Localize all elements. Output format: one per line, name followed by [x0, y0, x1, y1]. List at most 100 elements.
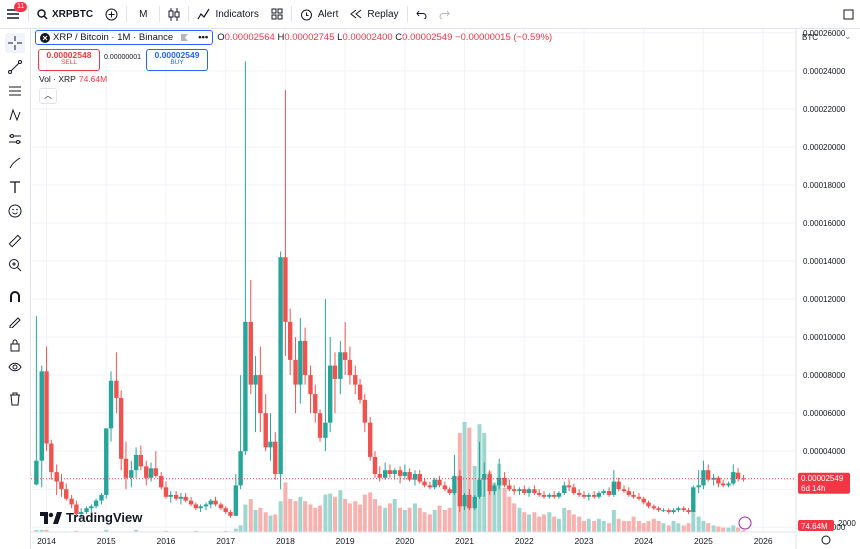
candle-body [93, 500, 99, 507]
volume-bar [417, 507, 422, 532]
more-options-icon[interactable]: ••• [198, 32, 209, 43]
alert-button[interactable]: Alert [294, 0, 345, 28]
sell-button[interactable]: 0.00002548 SELL [38, 49, 100, 71]
zoom-in-icon[interactable] [5, 255, 25, 275]
compare-button[interactable] [99, 0, 124, 28]
candle-body [716, 477, 721, 484]
volume-bar [268, 515, 273, 532]
sell-price: 0.00002548 [46, 50, 92, 60]
volume-bar [656, 521, 661, 532]
brush-icon[interactable] [5, 153, 25, 173]
crosshair-icon[interactable] [5, 33, 25, 53]
alarm-clock-icon [300, 9, 312, 20]
volume-bar [387, 503, 392, 532]
chevron-down-icon[interactable]: ⌄ [844, 31, 852, 41]
time-tick-label: 2014 [37, 536, 56, 546]
candle-body [591, 494, 597, 497]
candle-body [686, 510, 691, 513]
volume-bar [731, 525, 736, 532]
volume-bar [398, 507, 403, 532]
lock-icon[interactable] [5, 335, 25, 355]
candle-body [726, 483, 731, 486]
price-axis[interactable]: 0.00026000 0.00024000 0.00022000 0.00020000… [795, 29, 860, 549]
candle-body [681, 508, 686, 511]
projection-icon[interactable] [5, 129, 25, 149]
trash-icon[interactable] [5, 389, 25, 409]
stay-in-drawing-mode-icon[interactable] [5, 311, 25, 331]
volume-bar [467, 427, 472, 532]
volume-bar [631, 516, 636, 532]
volume-bar [233, 528, 238, 532]
chevron-up-icon: ︿ [44, 91, 52, 100]
candle-body [691, 487, 696, 513]
volume-bar [437, 505, 442, 532]
candle-body [517, 489, 522, 492]
volume-bar [163, 530, 168, 532]
tv-logo-icon [40, 511, 62, 524]
candle-body [158, 475, 164, 488]
candle-body [402, 472, 408, 476]
fullscreen-button[interactable] [837, 0, 860, 28]
text-icon[interactable] [5, 177, 25, 197]
undo-button[interactable] [410, 0, 433, 28]
ruler-icon[interactable] [5, 231, 25, 251]
candle-body [39, 371, 44, 461]
candle-body [676, 508, 681, 511]
candle-body [621, 489, 627, 492]
magnet-icon[interactable] [5, 287, 25, 307]
candle-body [616, 481, 621, 490]
volume-bar [636, 521, 641, 532]
eye-icon[interactable] [5, 357, 25, 377]
trend-line-icon[interactable] [5, 57, 25, 77]
layouts-button[interactable] [265, 0, 289, 28]
candle-body [108, 380, 114, 429]
candle-body [183, 496, 188, 501]
candle-body [198, 506, 203, 509]
volume-bar [452, 488, 457, 532]
symbol-search[interactable]: XRPBTC [31, 0, 99, 28]
volume-bar [721, 527, 726, 532]
indicators-icon [197, 8, 210, 20]
buy-button[interactable]: 0.00002549 BUY [146, 49, 208, 71]
candle-body [467, 494, 472, 509]
candle-body [556, 493, 562, 497]
time-tick-label: 2022 [515, 536, 534, 546]
volume-bar [661, 523, 666, 532]
interval-button[interactable]: M [129, 0, 157, 28]
flag-icon[interactable] [180, 33, 189, 42]
volume-bar [641, 523, 646, 532]
menu-button[interactable]: 11 [0, 0, 28, 28]
fib-retracement-icon[interactable] [5, 81, 25, 101]
time-axis[interactable]: 2014 2015 2016 2017 2018 2019 2020 2021 2022 2023… [31, 516, 831, 546]
candle-body [492, 485, 497, 492]
candle-body [417, 473, 422, 482]
chart-type-button[interactable] [162, 0, 186, 28]
symbol-name: XRPBTC [52, 8, 94, 20]
volume-bar [318, 505, 323, 532]
collapse-legend-button[interactable]: ︿ [39, 88, 57, 104]
volume-bar [407, 507, 412, 532]
symbol-title-box[interactable]: XRP / Bitcoin · 1M · Binance ••• [35, 30, 214, 45]
candle-body [387, 470, 393, 474]
replay-button[interactable]: Replay [344, 0, 404, 28]
candle-body [263, 413, 268, 448]
candle-body [84, 508, 89, 513]
volume-bar [577, 516, 582, 532]
volume-bar [338, 490, 343, 532]
pattern-icon[interactable] [5, 105, 25, 125]
candle-body [74, 504, 79, 514]
candle-body [611, 481, 617, 495]
volume-bar [328, 493, 333, 532]
volume-bar [532, 512, 537, 532]
volume-bar [263, 512, 268, 532]
window-icon [843, 9, 854, 19]
redo-button[interactable] [433, 0, 456, 28]
candle-body [268, 441, 273, 448]
volume-bar [283, 482, 288, 532]
candle-body [188, 500, 194, 505]
emoji-icon[interactable] [5, 201, 25, 221]
candle-body [457, 475, 462, 507]
indicators-button[interactable]: Indicators [191, 0, 264, 28]
volume-bar [726, 527, 731, 532]
